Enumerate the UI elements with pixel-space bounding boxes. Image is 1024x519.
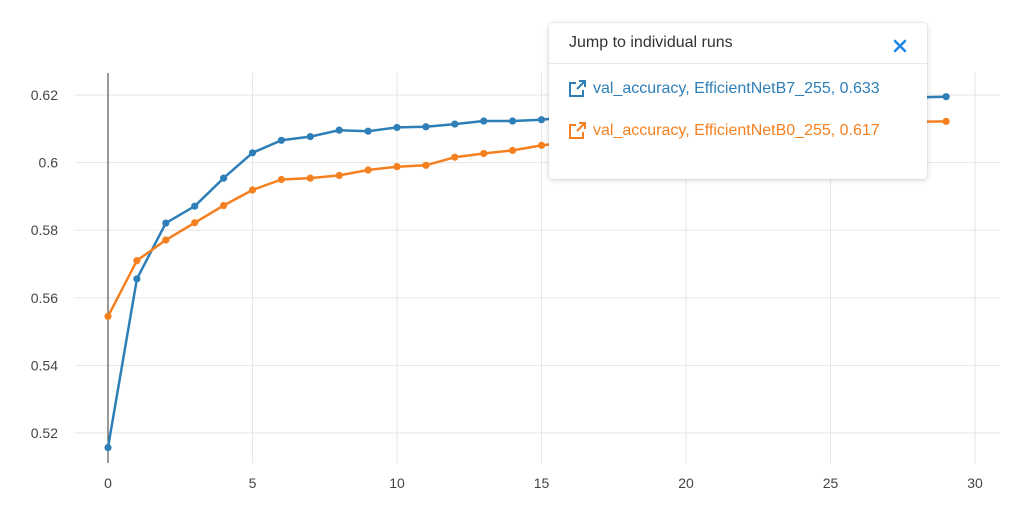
x-tick-label: 25 <box>823 475 839 491</box>
y-tick-label: 0.56 <box>31 290 58 306</box>
data-point <box>480 117 488 125</box>
y-tick-label: 0.52 <box>31 425 58 441</box>
data-point <box>191 219 199 227</box>
data-point <box>537 141 546 149</box>
data-point <box>220 174 228 182</box>
external-link-icon <box>569 80 586 97</box>
data-point <box>306 132 314 141</box>
data-point <box>508 146 517 155</box>
run-label: val_accuracy, EfficientNetB0_255, 0.617 <box>593 122 880 139</box>
external-link-icon <box>569 122 586 139</box>
x-tick-label: 15 <box>534 475 550 491</box>
data-point <box>422 123 430 131</box>
y-tick-label: 0.62 <box>31 87 58 103</box>
run-label: val_accuracy, EfficientNetB7_255, 0.633 <box>593 80 880 97</box>
data-point <box>133 257 141 265</box>
x-tick-label: 30 <box>967 475 983 491</box>
data-point <box>306 174 314 182</box>
data-point <box>133 275 141 283</box>
data-point <box>104 443 112 452</box>
run-link-efficientnetb7[interactable]: val_accuracy, EfficientNetB7_255, 0.633 <box>567 80 880 98</box>
data-point <box>248 149 257 157</box>
data-point <box>104 312 112 320</box>
popup-title: Jump to individual runs <box>569 34 733 51</box>
y-tick-label: 0.6 <box>39 155 59 171</box>
data-point <box>942 117 950 125</box>
data-point <box>480 149 488 158</box>
run-link-efficientnetb0[interactable]: val_accuracy, EfficientNetB0_255, 0.617 <box>567 122 880 140</box>
data-point <box>277 175 285 184</box>
close-icon[interactable] <box>893 39 907 53</box>
data-point <box>162 219 170 227</box>
data-point <box>393 123 401 132</box>
data-point <box>191 202 199 210</box>
x-tick-label: 10 <box>389 475 405 491</box>
data-point <box>508 117 517 125</box>
data-point <box>248 186 257 194</box>
data-point <box>364 127 372 135</box>
data-point <box>942 93 950 101</box>
data-point <box>422 161 430 169</box>
data-point <box>393 163 401 171</box>
y-tick-label: 0.58 <box>31 222 58 238</box>
data-point <box>335 126 343 134</box>
data-point <box>277 136 285 144</box>
y-tick-label: 0.54 <box>31 357 58 373</box>
data-point <box>364 166 372 174</box>
data-point <box>220 201 228 210</box>
x-tick-label: 20 <box>678 475 694 491</box>
data-point <box>451 120 459 128</box>
data-point <box>335 171 343 180</box>
ticks-layer: 0.52 0.54 0.56 0.58 0.6 0.62 0 5 10 15 20 25 30 <box>31 87 983 491</box>
data-point <box>537 116 546 124</box>
data-point <box>451 153 459 161</box>
data-point <box>162 236 170 244</box>
x-tick-label: 0 <box>104 475 112 491</box>
jump-to-runs-popup: Jump to individual runs val_accuracy, Ef… <box>549 23 927 179</box>
popup-header: Jump to individual runs <box>549 23 927 64</box>
x-tick-label: 5 <box>249 475 257 491</box>
